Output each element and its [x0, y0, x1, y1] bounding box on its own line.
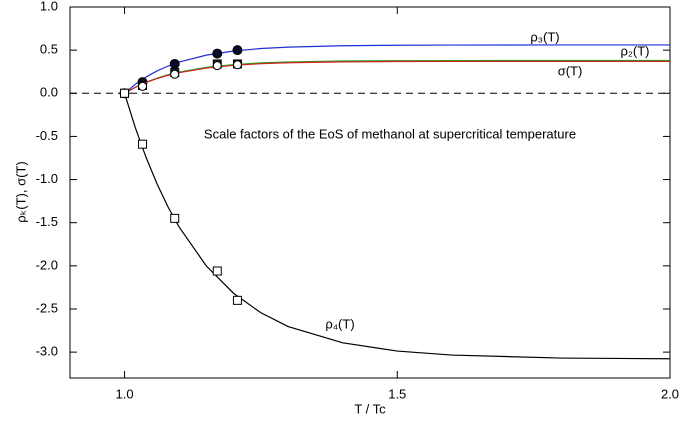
series-label: ρ₃(T) [530, 29, 559, 44]
data-point [170, 213, 180, 223]
data-point [169, 58, 180, 69]
x-axis-label: T / Tc [354, 401, 386, 416]
data-point [138, 139, 148, 149]
y-tick-label: 0.5 [40, 42, 58, 57]
plot-frame [69, 6, 671, 379]
x-tick-label: 1.0 [116, 386, 134, 401]
y-tick-label: -0.5 [36, 128, 58, 143]
y-tick-label: -1.5 [36, 214, 58, 229]
y-tick-label: 0.0 [40, 85, 58, 100]
data-point [232, 45, 243, 56]
x-tick-label: 1.5 [388, 386, 406, 401]
series-line [123, 93, 671, 360]
y-axis-label: ρₖ(T), σ(T) [13, 161, 28, 222]
data-point [120, 88, 130, 98]
data-point [138, 81, 148, 91]
y-tick-label: -3.0 [36, 344, 58, 359]
data-point [232, 60, 242, 70]
series-line [124, 44, 670, 94]
data-point [212, 48, 223, 59]
y-tick-label: 1.0 [40, 0, 58, 13]
series-line [124, 60, 670, 94]
series-label: ρ₄(T) [325, 316, 354, 331]
y-tick-label: -2.5 [36, 300, 58, 315]
data-point [212, 266, 222, 276]
x-tick-label: 2.0 [661, 386, 679, 401]
annotation: Scale factors of the EoS of methanol at … [204, 126, 576, 141]
data-point [212, 61, 222, 71]
y-tick-label: -1.0 [36, 171, 58, 186]
series-label: σ(T) [558, 63, 583, 78]
series-line [124, 59, 670, 94]
data-point [232, 295, 242, 305]
data-point [170, 69, 180, 79]
y-tick-label: -2.0 [36, 257, 58, 272]
series-label: ρ₂(T) [620, 43, 649, 58]
